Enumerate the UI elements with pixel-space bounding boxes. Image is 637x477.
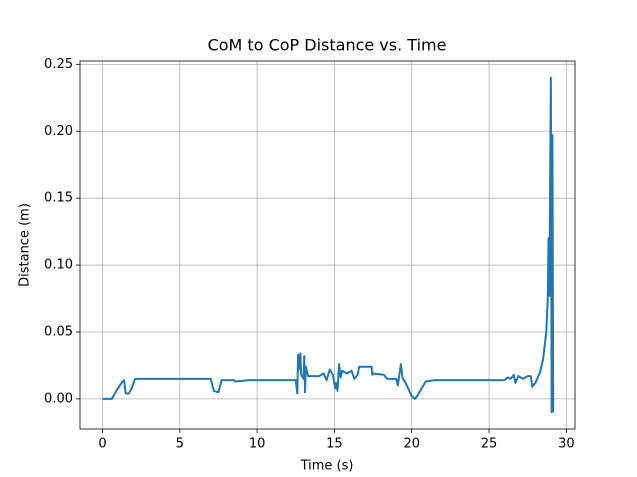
y-tick-label: 0.10	[44, 258, 73, 273]
x-tick-label: 20	[403, 437, 420, 452]
x-tick-label: 10	[249, 437, 266, 452]
y-tick-label: 0.05	[44, 324, 73, 339]
y-axis-label: Distance (m)	[18, 203, 33, 287]
x-tick-label: 15	[326, 437, 343, 452]
x-axis-label: Time (s)	[300, 459, 354, 474]
x-tick-label: 0	[98, 437, 106, 452]
x-tick-label: 25	[481, 437, 498, 452]
chart-title: CoM to CoP Distance vs. Time	[208, 36, 447, 55]
y-tick-label: 0.20	[44, 124, 73, 139]
x-tick-label: 5	[176, 437, 184, 452]
y-tick-label: 0.00	[44, 391, 73, 406]
plot-frame	[79, 60, 576, 430]
line-series	[102, 76, 555, 414]
y-tick-label: 0.25	[44, 57, 73, 72]
x-tick-label: 30	[558, 437, 575, 452]
y-tick-label: 0.15	[44, 191, 73, 206]
